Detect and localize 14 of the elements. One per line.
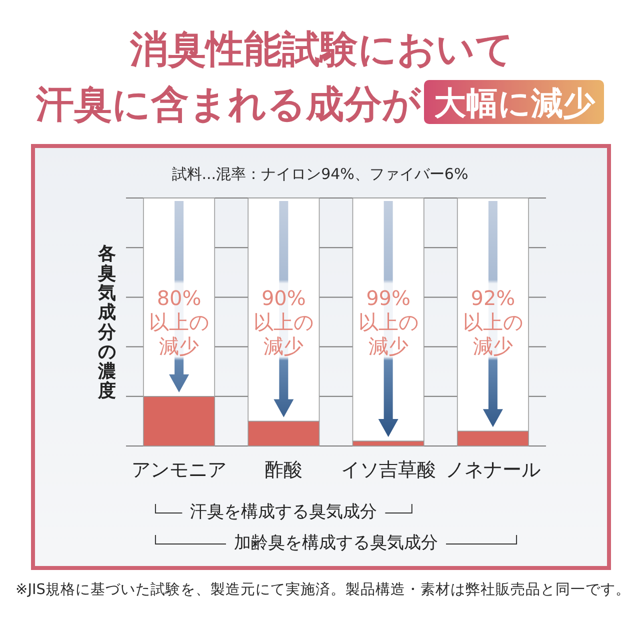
text: ※JIS規格に基づいた試験を、製造元にて実施済。製品構造・素材は弊社販売品と同一です。 — [16, 581, 630, 598]
annotation: 90%以上の減少 — [254, 286, 314, 358]
chart-title: 消臭性能試験において汗臭に含まれる成分が大幅に減少 — [35, 27, 596, 126]
x-tick-label: イソ吉草酸 — [340, 459, 436, 481]
text: 加齢臭を構成する臭気成分 — [234, 533, 438, 553]
text: 汗臭を構成する臭気成分 — [190, 502, 378, 522]
x-tick-label: ノネナール — [445, 459, 540, 481]
chart-subtitle: 試料...混率：ナイロン94%、ファイバー6% — [172, 165, 468, 183]
x-tick-label: 酢酸 — [264, 459, 303, 481]
annotation: 99%以上の減少 — [358, 286, 418, 358]
y-axis-title: 各臭気成分の濃度 — [97, 243, 117, 402]
annotation: 92%以上の減少 — [462, 286, 523, 358]
annotation: 80%以上の減少 — [149, 286, 210, 358]
x-tick-label: アンモニア — [132, 459, 227, 481]
